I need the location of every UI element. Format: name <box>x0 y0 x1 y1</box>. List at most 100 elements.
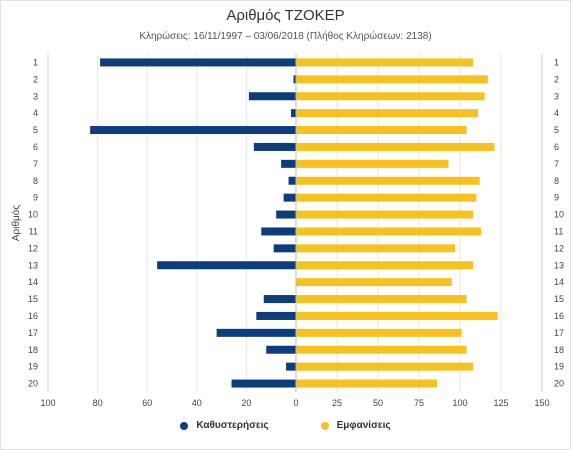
bar-delays-20 <box>231 379 296 388</box>
bar-appearances-5 <box>296 126 467 135</box>
category-label-left: 8 <box>33 176 38 186</box>
bar-delays-11 <box>261 227 296 236</box>
x-tick-label-left: 0 <box>293 398 298 408</box>
bar-appearances-12 <box>296 244 456 253</box>
category-label-left: 16 <box>28 311 38 321</box>
bar-delays-19 <box>286 362 296 371</box>
category-label-right: 14 <box>554 277 564 287</box>
category-label-right: 11 <box>554 226 563 236</box>
bar-appearances-2 <box>296 75 488 84</box>
x-tick-label-right: 150 <box>534 398 549 408</box>
category-label-left: 1 <box>33 57 38 67</box>
category-label-left: 2 <box>33 74 38 84</box>
legend-item-delays[interactable]: Καθυστερήσεις <box>180 420 269 431</box>
bar-delays-18 <box>266 345 296 354</box>
category-label-left: 7 <box>33 159 38 169</box>
bar-delays-16 <box>256 311 296 320</box>
x-tick-label-left: 60 <box>142 398 152 408</box>
category-label-right: 3 <box>554 91 559 101</box>
legend-appearances-label: Εμφανίσεις <box>336 420 391 431</box>
category-label-left: 18 <box>28 345 38 355</box>
category-label-right: 10 <box>554 210 564 220</box>
x-tick-label-right: 25 <box>332 398 342 408</box>
bar-delays-6 <box>253 142 296 151</box>
category-label-left: 15 <box>28 294 38 304</box>
legend-delays-dot-icon <box>180 421 189 430</box>
bar-appearances-1 <box>296 58 474 67</box>
bar-appearances-11 <box>296 227 482 236</box>
category-label-right: 9 <box>554 193 559 203</box>
bar-delays-15 <box>263 295 296 304</box>
bar-appearances-4 <box>296 109 479 118</box>
bar-appearances-9 <box>296 193 477 202</box>
x-tick-label-right: 125 <box>493 398 508 408</box>
category-label-left: 9 <box>33 193 38 203</box>
category-label-right: 6 <box>554 142 559 152</box>
category-label-left: 13 <box>28 260 38 270</box>
category-label-right: 16 <box>554 311 564 321</box>
bar-appearances-15 <box>296 295 467 304</box>
legend: Καθυστερήσεις Εμφανίσεις <box>0 420 571 431</box>
category-label-left: 19 <box>28 362 38 372</box>
category-label-right: 20 <box>554 379 564 389</box>
chart-title: Αριθμός ΤΖΟΚΕΡ <box>226 7 345 24</box>
category-label-left: 11 <box>29 226 38 236</box>
legend-item-appearances[interactable]: Εμφανίσεις <box>320 420 391 431</box>
bar-appearances-20 <box>296 379 438 388</box>
category-label-right: 17 <box>554 328 564 338</box>
x-tick-label-left: 100 <box>40 398 55 408</box>
category-label-left: 12 <box>28 243 38 253</box>
category-label-left: 3 <box>33 91 38 101</box>
x-tick-label-right: 50 <box>373 398 383 408</box>
bar-appearances-18 <box>296 345 467 354</box>
category-label-left: 4 <box>33 108 38 118</box>
bar-appearances-13 <box>296 261 474 270</box>
bar-delays-8 <box>288 176 296 185</box>
category-label-right: 4 <box>554 108 559 118</box>
category-label-left: 5 <box>33 125 38 135</box>
category-label-right: 13 <box>554 260 564 270</box>
category-label-left: 14 <box>28 277 38 287</box>
bar-appearances-17 <box>296 328 462 337</box>
bar-delays-2 <box>293 75 296 84</box>
x-tick-label-left: 20 <box>241 398 251 408</box>
category-label-right: 19 <box>554 362 564 372</box>
bar-delays-12 <box>273 244 296 253</box>
bar-delays-13 <box>157 261 296 270</box>
bar-appearances-10 <box>296 210 474 219</box>
bar-delays-7 <box>281 159 296 168</box>
x-tick-label-left: 40 <box>192 398 202 408</box>
bar-delays-5 <box>90 126 296 135</box>
bar-delays-10 <box>276 210 296 219</box>
bar-delays-9 <box>283 193 296 202</box>
category-label-left: 17 <box>28 328 38 338</box>
bar-appearances-16 <box>296 311 498 320</box>
category-label-right: 18 <box>554 345 564 355</box>
x-tick-label-left: 80 <box>93 398 103 408</box>
bar-appearances-14 <box>296 278 452 287</box>
bar-appearances-3 <box>296 92 485 101</box>
category-label-right: 1 <box>554 57 559 67</box>
y-axis-label: Αριθμός <box>10 205 22 241</box>
bar-appearances-7 <box>296 159 449 168</box>
category-label-left: 10 <box>28 210 38 220</box>
category-label-right: 8 <box>554 176 559 186</box>
bar-appearances-19 <box>296 362 474 371</box>
chart-subtitle: Κληρώσεις: 16/11/1997 – 03/06/2018 (Πλήθ… <box>139 31 432 42</box>
category-label-right: 5 <box>554 125 559 135</box>
x-tick-label-right: 100 <box>452 398 467 408</box>
category-label-left: 20 <box>28 379 38 389</box>
category-label-left: 6 <box>33 142 38 152</box>
bar-delays-1 <box>100 58 296 67</box>
legend-delays-label: Καθυστερήσεις <box>196 420 269 431</box>
bar-appearances-8 <box>296 176 480 185</box>
bar-appearances-6 <box>296 142 495 151</box>
category-label-right: 2 <box>554 74 559 84</box>
bar-delays-17 <box>216 328 296 337</box>
x-tick-label-right: 75 <box>414 398 424 408</box>
category-label-right: 7 <box>554 159 559 169</box>
legend-appearances-dot-icon <box>320 421 329 430</box>
bar-delays-4 <box>291 109 296 118</box>
